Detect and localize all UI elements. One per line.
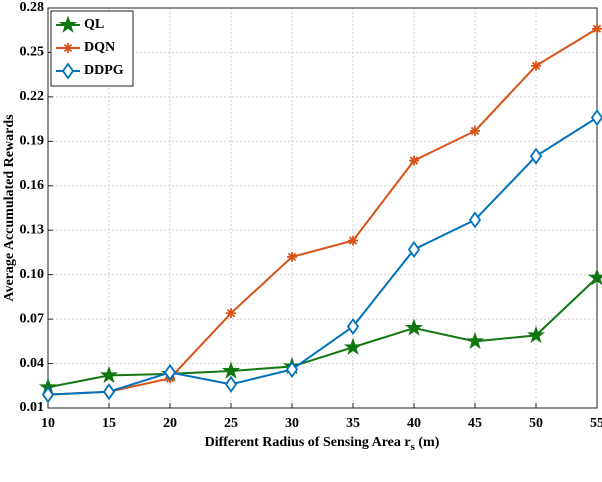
y-tick-label: 0.07 (20, 311, 45, 326)
diamond-shape (590, 109, 602, 127)
marker-asterisk (226, 308, 236, 319)
diamond-shape (407, 240, 421, 259)
marker-diamond (346, 317, 360, 336)
marker-diamond (102, 383, 116, 401)
diamond-shape (41, 386, 55, 404)
star-shape (465, 331, 485, 350)
x-tick-label: 50 (529, 416, 543, 431)
plot-frame (47, 7, 598, 409)
marker-diamond (529, 147, 543, 165)
asterisk-stroke (531, 61, 541, 70)
diamond-shape (285, 360, 299, 379)
marker-star (221, 361, 241, 379)
x-axis-label: Different Radius of Sensing Area rs (m) (205, 435, 440, 452)
marker-star (343, 337, 363, 355)
y-tick-label: 0.28 (20, 0, 45, 15)
marker-asterisk (287, 251, 297, 262)
legend-label: QL (84, 17, 104, 32)
diamond-shape (102, 383, 116, 401)
diamond-shape (346, 317, 360, 336)
marker-star (465, 331, 485, 350)
marker-star (99, 365, 119, 384)
x-label-main: Different Radius of Sensing Area r (205, 435, 411, 450)
marker-diamond (41, 386, 55, 404)
marker-diamond (224, 375, 238, 393)
series-line (47, 116, 598, 396)
diamond-shape (163, 363, 177, 381)
y-tick-label: 0.16 (20, 178, 45, 193)
y-axis-label: Average Accumulated Rewards (2, 114, 17, 302)
y-tick-label: 0.13 (20, 222, 45, 237)
y-tick-label: 0.04 (20, 356, 45, 371)
marker-star (58, 15, 78, 33)
marker-star (404, 318, 424, 336)
series-line (47, 276, 598, 389)
asterisk-stroke (348, 236, 358, 245)
marker-diamond (468, 211, 482, 229)
marker-star (587, 268, 602, 286)
asterisk-stroke (63, 43, 73, 53)
y-tick-label: 0.10 (20, 267, 45, 282)
x-tick-label: 20 (163, 416, 177, 431)
asterisk-stroke (226, 309, 236, 318)
asterisk-stroke (592, 24, 602, 33)
marker-diamond (61, 62, 75, 80)
y-tick-label: 0.25 (20, 45, 45, 60)
marker-asterisk (470, 125, 480, 136)
x-tick-label: 15 (102, 416, 116, 431)
x-tick-label: 25 (224, 416, 238, 431)
asterisk-stroke (470, 126, 480, 136)
x-tick-label: 10 (41, 416, 55, 431)
x-tick-label: 35 (346, 416, 360, 431)
y-tick-label: 0.19 (20, 134, 45, 149)
star-shape (99, 365, 119, 384)
star-shape (58, 15, 78, 33)
star-shape (343, 337, 363, 355)
marker-diamond (285, 360, 299, 379)
asterisk-stroke (287, 252, 297, 262)
x-label-unit: (m) (415, 435, 440, 450)
x-label-sub: s (411, 441, 416, 453)
diamond-shape (468, 211, 482, 229)
marker-diamond (407, 240, 421, 259)
marker-asterisk (592, 23, 602, 34)
star-shape (404, 318, 424, 336)
marker-diamond (590, 109, 602, 127)
marker-asterisk (63, 43, 73, 53)
diamond-shape (529, 147, 543, 165)
y-tick-label: 0.01 (20, 400, 45, 415)
legend-label: DQN (84, 40, 115, 55)
marker-star (526, 325, 546, 344)
diamond-shape (61, 62, 75, 80)
marker-asterisk (409, 155, 419, 166)
star-shape (587, 268, 602, 286)
x-tick-label: 45 (468, 416, 482, 431)
asterisk-stroke (409, 156, 419, 165)
legend-label: DDPG (84, 63, 124, 78)
diamond-shape (224, 375, 238, 393)
series-line (47, 27, 598, 396)
marker-asterisk (348, 235, 358, 246)
marker-diamond (163, 363, 177, 381)
star-shape (221, 361, 241, 379)
star-shape (526, 325, 546, 344)
x-tick-label: 40 (407, 416, 421, 431)
x-tick-label: 55 (590, 416, 602, 431)
marker-asterisk (531, 60, 541, 71)
x-tick-label: 30 (285, 416, 299, 431)
y-tick-label: 0.22 (20, 89, 45, 104)
